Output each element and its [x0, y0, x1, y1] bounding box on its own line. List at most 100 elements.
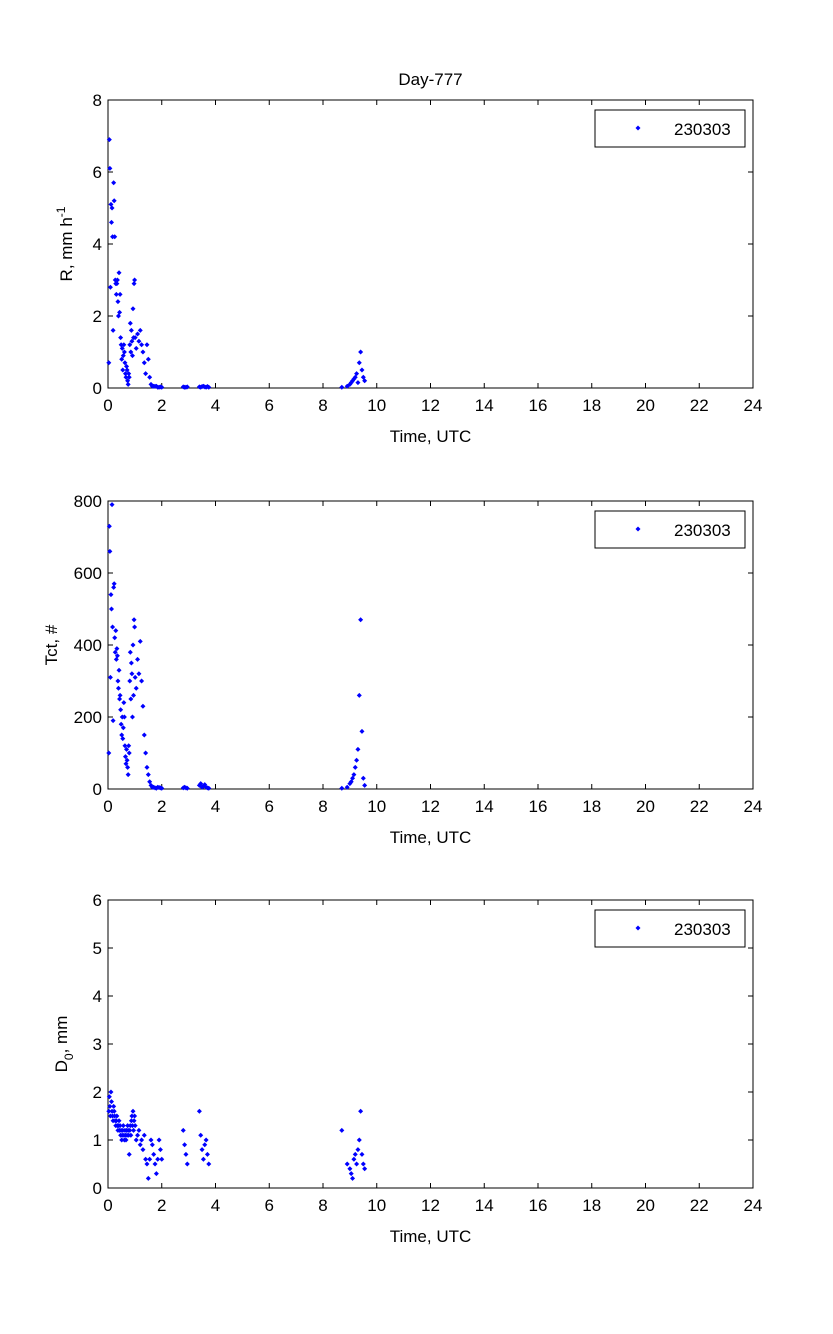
legend: 230303	[594, 909, 746, 948]
data-point	[126, 374, 132, 380]
data-point	[159, 1156, 165, 1162]
data-point	[112, 635, 118, 641]
x-tick-label: 22	[690, 396, 709, 415]
data-point	[127, 342, 133, 348]
data-point	[362, 1166, 368, 1172]
data-point	[352, 764, 358, 770]
data-point	[136, 338, 142, 344]
data-point	[137, 1142, 143, 1148]
data-point	[152, 1161, 158, 1167]
data-point	[106, 137, 112, 143]
data-point	[198, 1132, 204, 1138]
data-point	[122, 743, 128, 749]
data-point	[106, 360, 112, 366]
data-point	[196, 1108, 202, 1114]
data-point	[107, 1103, 113, 1109]
data-point	[108, 201, 114, 207]
legend-box	[594, 909, 746, 948]
data-point	[115, 299, 121, 305]
legend-marker	[635, 125, 641, 131]
data-point	[200, 1156, 206, 1162]
data-point	[344, 1161, 350, 1167]
data-point	[144, 342, 150, 348]
data-point	[124, 363, 130, 369]
data-point	[354, 1161, 360, 1167]
data-point	[128, 349, 134, 355]
y-tick-label: 200	[74, 708, 102, 727]
data-point	[121, 700, 127, 706]
data-point	[133, 1137, 139, 1143]
x-tick-label: 2	[157, 396, 166, 415]
data-point	[119, 732, 125, 738]
data-point	[119, 345, 125, 351]
data-point	[107, 284, 113, 290]
data-point	[199, 1147, 205, 1153]
data-point	[122, 754, 128, 760]
data-point	[106, 1094, 112, 1100]
data-point	[128, 1132, 134, 1138]
data-point	[121, 714, 127, 720]
data-point	[129, 671, 135, 677]
x-tick-label: 12	[421, 396, 440, 415]
data-point	[354, 757, 360, 763]
data-point	[141, 360, 147, 366]
x-tick-label: 14	[475, 797, 494, 816]
legend: 230303	[594, 510, 746, 549]
data-point	[351, 1156, 357, 1162]
data-point	[117, 696, 123, 702]
data-point	[130, 642, 136, 648]
x-tick-label: 10	[367, 797, 386, 816]
data-point	[206, 1161, 212, 1167]
data-point	[118, 342, 124, 348]
data-point	[106, 523, 112, 529]
data-point	[136, 671, 142, 677]
data-point	[114, 653, 120, 659]
data-point	[137, 327, 143, 333]
data-point	[125, 772, 131, 778]
x-tick-label: 20	[636, 797, 655, 816]
data-point	[359, 1151, 365, 1157]
data-point	[151, 1151, 157, 1157]
data-point	[129, 714, 135, 720]
x-tick-label: 22	[690, 797, 709, 816]
data-point	[111, 581, 117, 587]
y-tick-label: 4	[93, 987, 102, 1006]
data-point	[206, 785, 212, 791]
x-tick-label: 16	[529, 1196, 548, 1215]
data-point	[108, 606, 114, 612]
x-tick-label: 0	[103, 797, 112, 816]
data-point	[114, 646, 120, 652]
data-point	[144, 764, 150, 770]
x-tick-label: 6	[265, 1196, 274, 1215]
data-point	[148, 1137, 154, 1143]
data-point	[127, 320, 133, 326]
data-point	[118, 335, 124, 341]
data-point	[107, 548, 113, 554]
x-tick-label: 2	[157, 1196, 166, 1215]
data-point	[355, 1147, 361, 1153]
x-tick-label: 0	[103, 1196, 112, 1215]
data-point	[107, 165, 113, 171]
data-point	[153, 1171, 159, 1177]
chart-panel-2: 0 2 4 6 8 10 12 14 16 18 20 22 240200400600800Time, …	[42, 492, 762, 847]
data-point	[123, 1137, 129, 1143]
data-point	[109, 502, 115, 508]
data-point	[133, 345, 139, 351]
data-point	[131, 692, 137, 698]
y-tick-label: 800	[74, 492, 102, 511]
y-tick-label: 3	[93, 1035, 102, 1054]
data-point	[143, 750, 149, 756]
x-axis-label: Time, UTC	[390, 1227, 472, 1246]
data-point	[107, 674, 113, 680]
legend: 230303	[594, 109, 746, 148]
data-point	[113, 1118, 119, 1124]
x-tick-label: 12	[421, 797, 440, 816]
data-point	[113, 656, 119, 662]
data-point	[110, 327, 116, 333]
data-point	[159, 384, 165, 390]
data-point	[128, 660, 134, 666]
data-point	[145, 1175, 151, 1181]
data-point	[362, 782, 368, 788]
x-tick-label: 20	[636, 396, 655, 415]
